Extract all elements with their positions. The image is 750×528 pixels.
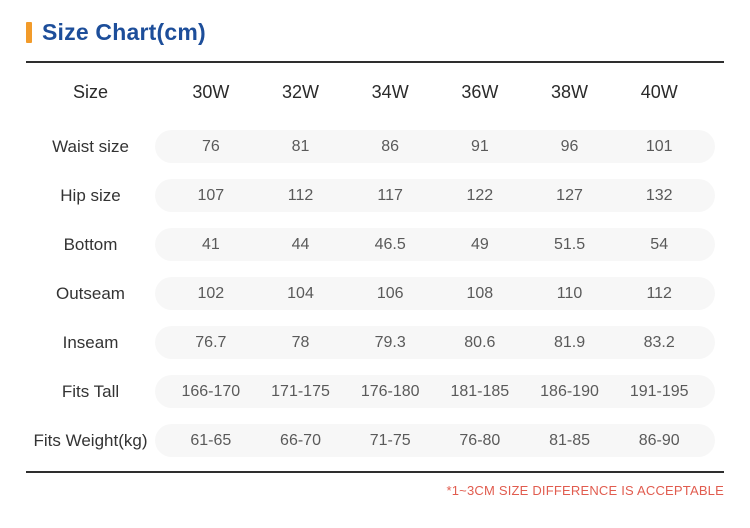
- cell-value: 106: [376, 284, 404, 302]
- row-values-pill: 102 104 106 108 110 112: [155, 277, 715, 310]
- row-label: Inseam: [62, 332, 119, 352]
- cell-value: 81.9: [553, 333, 586, 351]
- cell-value: 181-185: [450, 382, 510, 400]
- cell-value: 44: [291, 235, 310, 253]
- table-header-row: Size 30W 32W 34W 36W 38W 40W: [26, 63, 724, 122]
- cell-value: 81: [291, 137, 310, 155]
- table-row-fits-weight: Fits Weight(kg) 61-65 66-70 71-75 76-80 …: [26, 416, 724, 465]
- row-label: Fits Weight(kg): [33, 430, 148, 450]
- table-row-hip-size: Hip size 107 112 117 122 127 132: [26, 171, 724, 220]
- row-values-pill: 41 44 46.5 49 51.5 54: [155, 228, 715, 261]
- cell-value: 91: [470, 137, 489, 155]
- row-label: Bottom: [63, 234, 118, 254]
- row-label: Fits Tall: [61, 381, 120, 401]
- cell-value: 96: [560, 137, 579, 155]
- cell-value: 78: [291, 333, 310, 351]
- table-row-bottom: Bottom 41 44 46.5 49 51.5 54: [26, 220, 724, 269]
- cell-value: 83.2: [643, 333, 675, 351]
- size-chart-table: Size 30W 32W 34W 36W 38W 40W Waist size …: [26, 63, 724, 465]
- cell-value: 102: [197, 284, 225, 302]
- cell-value: 86: [381, 137, 400, 155]
- title-accent-bar-icon: [26, 21, 32, 43]
- column-header-36w: 36W: [461, 82, 499, 102]
- header-columns: 30W 32W 34W 36W 38W 40W: [155, 76, 715, 109]
- cell-value: 49: [470, 235, 489, 253]
- cell-value: 166-170: [181, 382, 241, 400]
- tolerance-note: *1~3CM SIZE DIFFERENCE IS ACCEPTABLE: [446, 483, 724, 498]
- table-row-outseam: Outseam 102 104 106 108 110 112: [26, 269, 724, 318]
- cell-value: 112: [646, 284, 672, 302]
- cell-value: 117: [377, 186, 403, 204]
- cell-value: 54: [650, 235, 669, 253]
- cell-value: 76: [201, 137, 220, 155]
- bottom-divider: [26, 471, 724, 473]
- row-values-pill: 76.7 78 79.3 80.6 81.9 83.2: [155, 326, 715, 359]
- cell-value: 127: [556, 186, 583, 204]
- column-header-34w: 34W: [371, 82, 409, 102]
- size-chart-section: Size Chart(cm) Size 30W 32W 34W 36W 38W …: [26, 0, 724, 498]
- cell-value: 122: [466, 186, 494, 204]
- cell-value: 108: [466, 284, 494, 302]
- cell-value: 81-85: [549, 431, 590, 449]
- cell-value: 80.6: [464, 333, 496, 351]
- cell-value: 76-80: [459, 431, 501, 449]
- cell-value: 186-190: [540, 382, 599, 400]
- cell-value: 112: [287, 186, 314, 204]
- table-row-waist-size: Waist size 76 81 86 91 96 101: [26, 122, 724, 171]
- column-header-30w: 30W: [192, 82, 230, 102]
- table-row-fits-tall: Fits Tall 166-170 171-175 176-180 181-18…: [26, 367, 724, 416]
- row-label: Outseam: [56, 283, 125, 303]
- cell-value: 191-195: [629, 382, 689, 400]
- header-size-label: Size: [72, 82, 108, 102]
- row-label: Waist size: [52, 136, 129, 156]
- cell-value: 101: [645, 137, 673, 155]
- row-label: Hip size: [60, 185, 121, 205]
- cell-value: 46.5: [374, 235, 406, 253]
- cell-value: 107: [197, 186, 225, 204]
- cell-value: 79.3: [374, 333, 406, 351]
- row-values-pill: 76 81 86 91 96 101: [155, 130, 715, 163]
- column-header-38w: 38W: [551, 82, 589, 102]
- cell-value: 51.5: [553, 235, 586, 253]
- cell-value: 71-75: [369, 431, 411, 449]
- row-values-pill: 166-170 171-175 176-180 181-185 186-190 …: [155, 375, 715, 408]
- cell-value: 61-65: [190, 431, 232, 449]
- column-header-40w: 40W: [640, 82, 678, 102]
- cell-value: 76.7: [195, 333, 227, 351]
- cell-value: 41: [201, 235, 220, 253]
- cell-value: 104: [287, 284, 314, 302]
- column-header-32w: 32W: [282, 82, 320, 102]
- row-values-pill: 107 112 117 122 127 132: [155, 179, 715, 212]
- cell-value: 86-90: [638, 431, 680, 449]
- cell-value: 171-175: [271, 382, 330, 400]
- table-row-inseam: Inseam 76.7 78 79.3 80.6 81.9 83.2: [26, 318, 724, 367]
- section-header: Size Chart(cm): [26, 0, 724, 63]
- cell-value: 66-70: [280, 431, 321, 449]
- cell-value: 132: [645, 186, 673, 204]
- cell-value: 110: [556, 284, 583, 302]
- cell-value: 176-180: [360, 382, 420, 400]
- section-title: Size Chart(cm): [42, 18, 206, 45]
- row-values-pill: 61-65 66-70 71-75 76-80 81-85 86-90: [155, 424, 715, 457]
